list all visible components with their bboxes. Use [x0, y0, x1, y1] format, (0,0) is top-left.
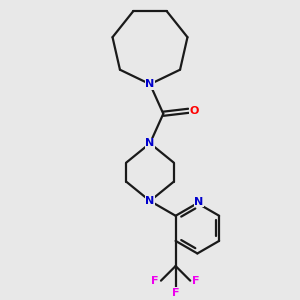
Text: N: N	[146, 138, 154, 148]
Text: N: N	[146, 196, 154, 206]
Text: F: F	[192, 276, 200, 286]
Text: F: F	[151, 276, 159, 286]
Text: N: N	[194, 197, 203, 207]
Text: O: O	[190, 106, 199, 116]
Text: F: F	[172, 288, 179, 298]
Text: N: N	[146, 79, 154, 89]
